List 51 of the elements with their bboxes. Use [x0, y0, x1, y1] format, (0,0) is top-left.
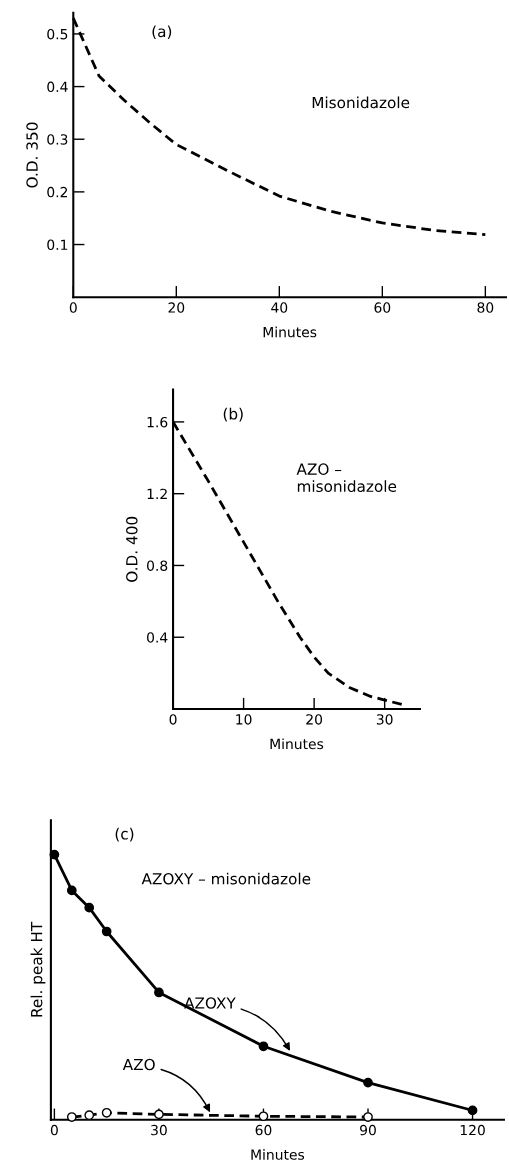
x-tick-label: 20: [168, 302, 185, 313]
x-tick-label: 0: [50, 1124, 58, 1136]
annotation: AZO – misonidazole: [296, 463, 397, 493]
annotation: (b): [223, 407, 243, 422]
y-tick-label: 0.2: [47, 186, 68, 198]
annotation: (a): [152, 25, 172, 39]
y-tick-label: 0.3: [47, 134, 68, 145]
x-tick-label: 10: [236, 714, 252, 725]
annotation: Misonidazole: [312, 96, 410, 109]
point: [84, 902, 95, 913]
y-tick-label: 0.4: [47, 81, 68, 93]
x-tick-label: 120: [460, 1124, 485, 1136]
point: [467, 1105, 478, 1116]
point: [258, 1111, 269, 1122]
y-tick-label: 0.4: [147, 632, 168, 643]
x-tick-label: 40: [271, 302, 288, 313]
point: [154, 987, 164, 998]
y-tick-label: 0.8: [147, 560, 168, 571]
annotation: AZOXY: [184, 997, 236, 1009]
x-tick-label: 0: [69, 302, 77, 313]
y-tick-label: 0.1: [47, 239, 68, 250]
y-tick-label: 0.5: [47, 28, 68, 40]
y-axis-title: O.D. 400: [126, 516, 138, 582]
x-axis-title: Minutes: [263, 326, 317, 338]
x-tick-label: 60: [374, 302, 391, 313]
x-tick-label: 60: [255, 1124, 272, 1136]
annotation: AZO: [122, 1058, 155, 1071]
point: [363, 1112, 373, 1122]
x-tick-label: 0: [169, 714, 177, 725]
y-tick-label: 1.6: [147, 416, 168, 428]
x-tick-label: 30: [376, 714, 393, 725]
y-axis-title: O.D. 350: [26, 122, 38, 188]
y-tick-label: 1.2: [147, 488, 167, 499]
y-axis-title: Rel. peak HT: [30, 921, 46, 1017]
annotation: AZOXY – misonidazole: [141, 872, 311, 885]
x-tick-label: 80: [477, 302, 494, 313]
x-axis-title: Minutes: [270, 738, 324, 750]
x-tick-label: 90: [360, 1124, 376, 1136]
point: [258, 1041, 269, 1052]
point: [101, 926, 112, 937]
x-axis-title: Minutes: [251, 1149, 305, 1160]
x-tick-label: 30: [151, 1124, 167, 1136]
point: [363, 1077, 373, 1088]
point: [84, 1110, 95, 1121]
point: [66, 1112, 77, 1122]
point: [49, 849, 60, 860]
point: [101, 1107, 112, 1118]
text: (c): [115, 827, 134, 842]
x-tick-label: 20: [306, 714, 323, 725]
point: [154, 1109, 164, 1120]
point: [66, 885, 77, 896]
